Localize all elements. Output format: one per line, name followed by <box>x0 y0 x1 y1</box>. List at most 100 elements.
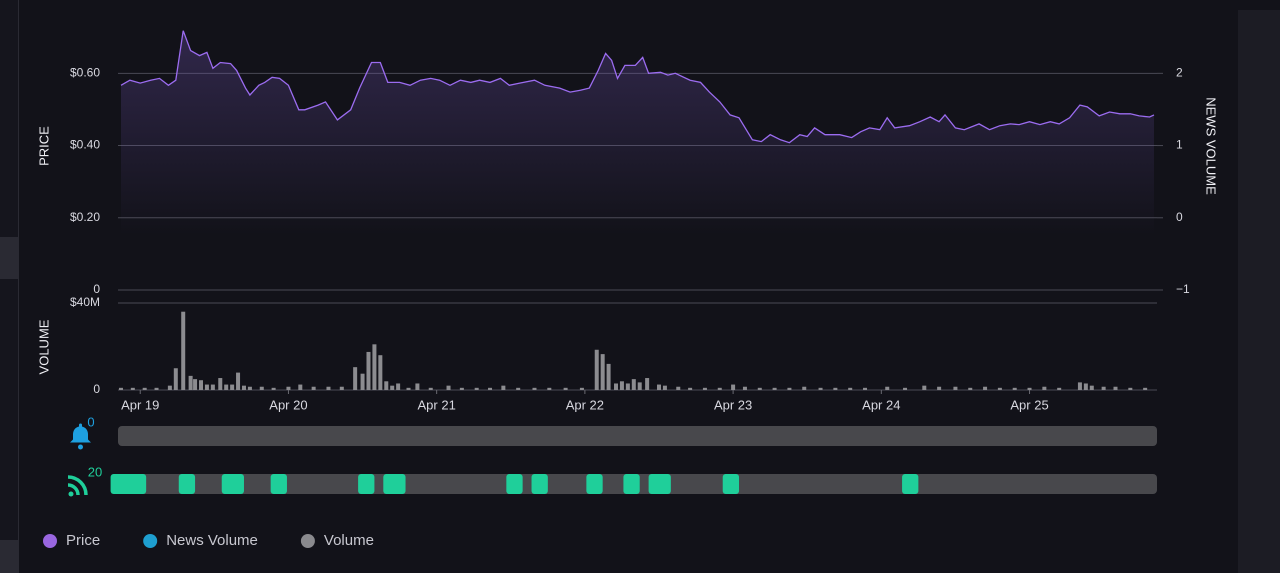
news-segment <box>110 474 147 494</box>
volume-bar <box>1128 387 1133 390</box>
volume-bar <box>863 387 868 390</box>
volume-bar <box>547 387 552 390</box>
y-tick-label: $0.40 <box>70 138 100 152</box>
y2-tick-label: 2 <box>1176 66 1183 80</box>
volume-bar <box>579 387 584 390</box>
volume-bar <box>637 382 642 390</box>
volume-bar <box>885 386 890 390</box>
bell-icon <box>70 423 91 450</box>
volume-bar <box>1042 386 1047 390</box>
x-tick-label: Apr 19 <box>121 397 159 412</box>
x-tick-label: Apr 22 <box>566 397 604 412</box>
volume-bar <box>563 387 568 390</box>
legend-entry: News Volume <box>166 532 258 549</box>
volume-bar <box>311 386 316 390</box>
volume-bar <box>406 387 411 390</box>
volume-bar <box>997 387 1002 390</box>
volume-bar <box>818 387 823 390</box>
volume-bar <box>625 383 630 390</box>
volume-bar <box>428 387 433 390</box>
y-tick-label: $0.20 <box>70 210 100 224</box>
volume-bar <box>645 378 650 390</box>
volume-bar <box>772 387 777 390</box>
legend-entry: Price <box>66 532 100 549</box>
left-strip <box>0 0 18 573</box>
right-panel <box>1238 10 1280 573</box>
volume-bar <box>600 354 605 390</box>
volume-bar <box>501 385 506 390</box>
volume-bar <box>1057 387 1062 390</box>
volume-bar <box>353 367 358 390</box>
volume-bar <box>384 381 389 390</box>
volume-bar <box>1113 386 1118 390</box>
volume-bar <box>1077 382 1082 390</box>
volume-bar <box>937 386 942 390</box>
volume-bar <box>1083 383 1088 390</box>
rss-icon <box>67 475 88 497</box>
volume-bar <box>372 344 377 390</box>
volume-bar <box>922 385 927 390</box>
axis-title: VOLUME <box>36 319 51 374</box>
volume-bar <box>1012 387 1017 390</box>
volume-bar <box>459 387 464 390</box>
volume-bar <box>396 383 401 390</box>
volume-bar <box>662 385 667 390</box>
volume-bar <box>218 378 223 390</box>
volume-bar <box>802 386 807 390</box>
news-segment <box>623 474 640 494</box>
news-segment <box>722 474 740 494</box>
legend-marker <box>143 534 158 548</box>
volume-bar <box>204 384 209 390</box>
price-area <box>121 30 1154 236</box>
x-tick-label: Apr 23 <box>714 397 752 412</box>
volume-bar <box>968 387 973 390</box>
volume-bar <box>606 363 611 390</box>
volume-bar <box>118 387 123 390</box>
news-segment <box>270 474 287 494</box>
volume-bar <box>326 386 331 390</box>
volume-bar <box>619 381 624 390</box>
volume-bar <box>656 384 661 390</box>
x-tick-label: Apr 21 <box>418 397 456 412</box>
news-segment <box>506 474 523 494</box>
volume-bar <box>631 379 636 390</box>
volume-bar <box>446 385 451 390</box>
volume-bar <box>787 387 792 390</box>
left-tab <box>0 237 18 279</box>
volume-bar <box>173 368 178 390</box>
volume-bar <box>742 386 747 390</box>
news-segment <box>383 474 406 494</box>
volume-bar <box>688 387 693 390</box>
axis-title: PRICE <box>36 126 51 166</box>
news-segment <box>586 474 603 494</box>
volume-bar <box>224 384 229 390</box>
volume-bar <box>1143 387 1148 390</box>
news-segment <box>531 474 548 494</box>
x-tick-label: Apr 25 <box>1010 397 1048 412</box>
alert-track <box>118 426 1157 446</box>
volume-bar <box>848 387 853 390</box>
legend-entry: Volume <box>324 532 374 549</box>
volume-bar <box>210 384 215 390</box>
volume-bar <box>142 387 147 390</box>
volume-bar <box>271 387 276 390</box>
y2-tick-label: 0 <box>1176 210 1183 224</box>
volume-bar <box>390 385 395 390</box>
volume-bar <box>614 383 619 390</box>
volume-bar <box>717 387 722 390</box>
y2-tick-label: −1 <box>1176 282 1190 296</box>
volume-bar <box>1101 386 1106 390</box>
volume-bar <box>130 387 135 390</box>
volume-bar <box>167 385 172 390</box>
volume-bar <box>188 375 193 390</box>
volume-bar <box>594 349 599 390</box>
left-tab <box>0 540 18 573</box>
volume-bar <box>1027 387 1032 390</box>
volume-bar <box>360 373 365 390</box>
legend-marker <box>300 534 315 548</box>
news-count: 20 <box>88 464 102 479</box>
volume-bar <box>154 387 159 390</box>
volume-bar <box>731 384 736 390</box>
